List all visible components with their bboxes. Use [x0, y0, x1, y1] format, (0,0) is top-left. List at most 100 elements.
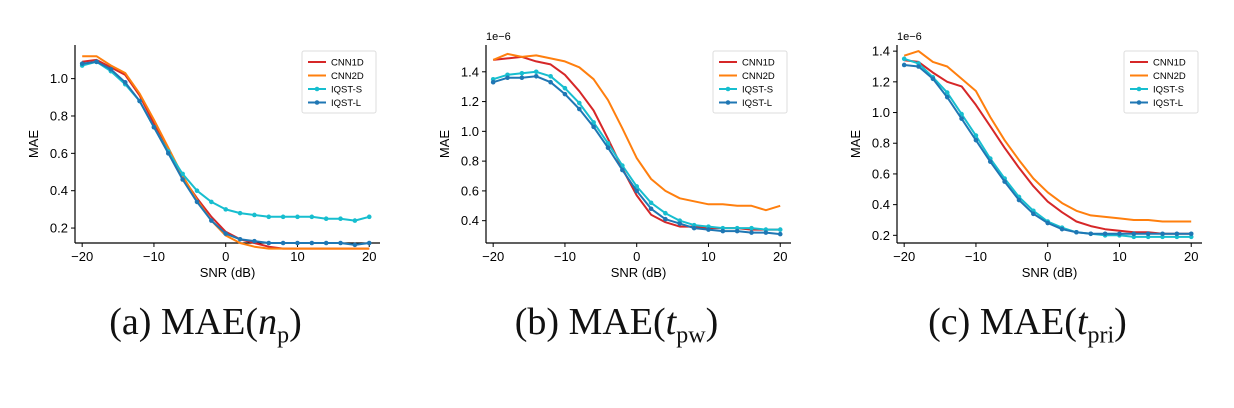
data-point-iqst-l	[122, 80, 128, 85]
legend-label: CNN1D	[742, 58, 775, 69]
data-point-iqst-l	[1117, 231, 1122, 237]
data-point-iqst-l	[562, 91, 568, 97]
x-tick-label: 10	[1112, 249, 1126, 264]
legend-box	[301, 50, 377, 114]
legend-marker	[314, 86, 320, 92]
caption-c-sub: pri	[1087, 322, 1115, 349]
data-point-iqst-s	[252, 212, 257, 218]
legend-marker	[314, 100, 320, 105]
x-tick-label: 20	[1184, 249, 1198, 264]
data-point-iqst-l	[777, 231, 783, 237]
x-tick-label: −10	[554, 249, 576, 264]
data-point-iqst-s	[237, 210, 243, 216]
caption-b-prefix: (b) MAE(	[514, 301, 666, 343]
data-point-iqst-s	[663, 210, 668, 216]
data-point-iqst-l	[734, 228, 740, 234]
x-axis-label: SNR (dB)	[611, 265, 667, 280]
data-point-iqst-l	[295, 240, 300, 246]
data-point-iqst-l	[237, 236, 243, 242]
data-point-iqst-s	[749, 225, 754, 231]
caption-a: (a) MAE(np)	[0, 300, 411, 350]
data-point-iqst-l	[1174, 231, 1180, 237]
series-line-cnn2d	[903, 50, 1192, 223]
data-point-iqst-l	[548, 79, 553, 85]
data-point-iqst-l	[901, 62, 907, 68]
legend-box	[1123, 50, 1199, 114]
data-point-iqst-l	[366, 240, 372, 246]
x-tick-label: −10	[143, 249, 165, 264]
caption-a-suffix: )	[289, 301, 302, 343]
series-line-cnn2d	[492, 52, 781, 212]
y-tick-label: 1.2	[461, 94, 479, 109]
data-point-iqst-l	[309, 240, 315, 246]
data-point-iqst-s	[548, 73, 553, 79]
legend-label: CNN1D	[1153, 58, 1186, 69]
caption-b-var: t	[665, 301, 677, 343]
data-point-iqst-s	[338, 216, 343, 222]
data-point-iqst-l	[252, 238, 257, 244]
data-point-iqst-l	[634, 188, 640, 194]
y-axis-label: MAE	[437, 130, 452, 159]
y-tick-label: 1.0	[461, 124, 479, 139]
data-point-iqst-s	[352, 218, 358, 223]
data-point-iqst-l	[1074, 229, 1079, 235]
caption-c: (c) MAE(tpri)	[822, 300, 1233, 350]
y-tick-label: 1.0	[50, 71, 68, 86]
data-point-iqst-s	[576, 100, 582, 106]
data-point-iqst-l	[94, 59, 99, 65]
y-axis-label: MAE	[26, 130, 41, 159]
data-point-iqst-l	[1188, 231, 1194, 237]
data-point-iqst-s	[944, 90, 950, 95]
data-point-iqst-l	[987, 159, 993, 164]
caption-c-suffix: )	[1114, 301, 1127, 343]
data-point-iqst-l	[916, 64, 921, 69]
data-point-iqst-s	[280, 214, 286, 220]
data-point-iqst-l	[930, 76, 936, 82]
y-tick-label: 0.4	[50, 183, 68, 198]
y-tick-label: 1.0	[872, 105, 890, 120]
data-point-iqst-l	[108, 66, 114, 72]
x-axis-label: SNR (dB)	[1022, 265, 1078, 280]
data-point-iqst-l	[959, 116, 964, 121]
caption-b-sub: pw	[676, 322, 706, 349]
legend-marker	[725, 100, 731, 105]
data-point-iqst-s	[901, 56, 907, 62]
x-axis-label: SNR (dB)	[200, 265, 256, 280]
data-point-iqst-s	[973, 133, 979, 138]
data-point-iqst-l	[352, 242, 358, 248]
data-point-iqst-s	[194, 188, 200, 193]
caption-c-prefix: (c) MAE(	[928, 301, 1077, 343]
y-tick-label: 1.2	[872, 74, 890, 89]
y-axis-exponent: 1e−6	[486, 31, 511, 43]
y-tick-label: 0.4	[461, 213, 479, 228]
data-point-iqst-l	[1002, 179, 1007, 184]
data-point-iqst-l	[620, 167, 625, 173]
legend: CNN1D CNN2D IQST-S IQST-L	[301, 50, 377, 114]
legend-label: IQST-L	[1153, 98, 1183, 109]
chart-panel-c: −20 −10 0 10 20 0.2 0.4 0.6 0.8 1.0 1.2 1.4 SNR (dB)…	[822, 0, 1233, 408]
legend-label: IQST-S	[742, 85, 773, 96]
data-point-iqst-l	[490, 79, 496, 85]
data-point-iqst-l	[79, 61, 85, 66]
y-tick-label: 0.8	[50, 108, 68, 123]
data-point-iqst-s	[323, 216, 329, 222]
data-point-iqst-l	[266, 240, 272, 246]
legend-label: IQST-S	[1153, 85, 1184, 96]
x-tick-label: 0	[222, 249, 229, 264]
data-point-iqst-l	[591, 124, 596, 130]
data-point-iqst-l	[338, 240, 343, 246]
y-tick-label: 0.8	[872, 136, 890, 151]
x-tick-label: 10	[701, 249, 715, 264]
data-point-iqst-l	[663, 216, 668, 222]
data-point-iqst-s	[266, 214, 272, 220]
legend: CNN1D CNN2D IQST-S IQST-L	[1123, 50, 1199, 114]
data-point-iqst-s	[777, 227, 783, 232]
x-tick-label: −20	[71, 249, 93, 264]
data-point-iqst-l	[323, 240, 329, 246]
data-point-iqst-l	[151, 124, 157, 130]
data-point-iqst-l	[505, 75, 510, 81]
data-point-iqst-l	[209, 218, 214, 223]
data-point-iqst-l	[137, 98, 142, 104]
y-axis-label: MAE	[848, 130, 863, 159]
data-point-iqst-s	[295, 214, 300, 220]
